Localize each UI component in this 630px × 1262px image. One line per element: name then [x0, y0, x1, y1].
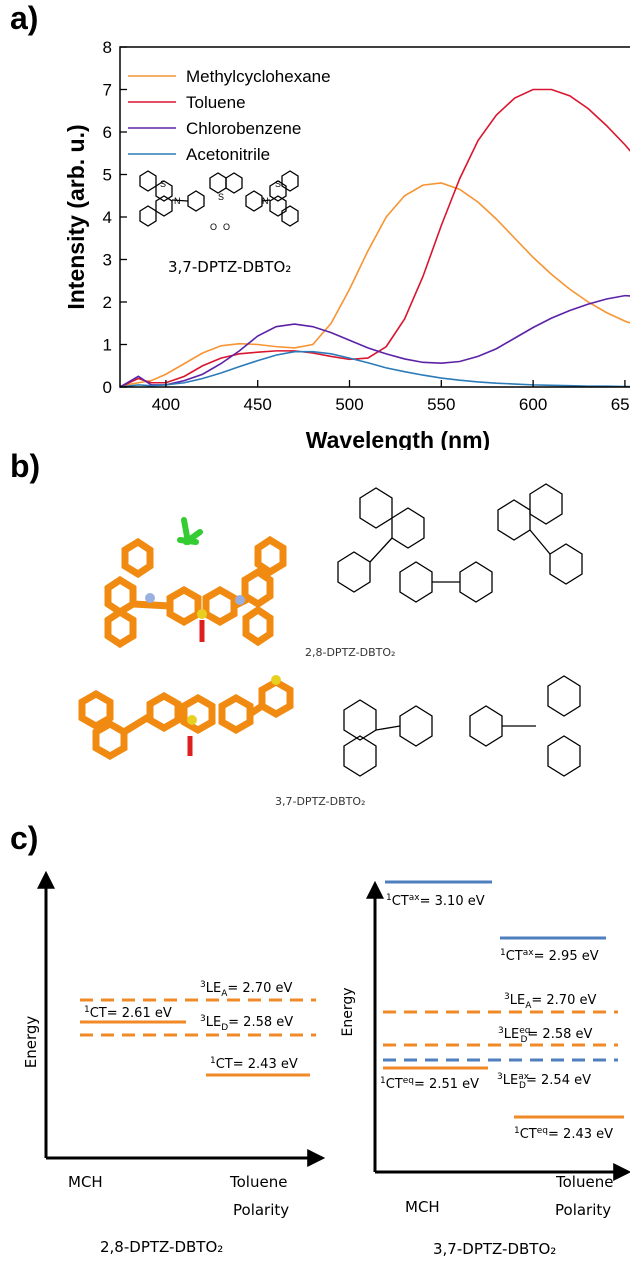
- x-tick-label: 500: [335, 395, 363, 414]
- energy-level-diagrams: Energy 3LEA= 2.70 eV 1CT= 2.61 eV 3LED= …: [22, 870, 630, 1258]
- right-1ctax-mch-text: 1CTax= 3.10 eV: [386, 893, 485, 909]
- right-mch-label: MCH: [405, 1198, 440, 1216]
- legend-label: Acetonitrile: [186, 145, 270, 164]
- left-polarity-label: Polarity: [233, 1201, 289, 1219]
- inset-n-atom: N: [174, 196, 181, 206]
- left-energy-label: Energy: [22, 1016, 40, 1069]
- left-toluene-label: Toluene: [229, 1173, 287, 1191]
- left-3lea-text: 3LEA= 2.70 eV: [200, 980, 292, 999]
- x-tick-label: 550: [427, 395, 455, 414]
- left-mch-label: MCH: [68, 1173, 103, 1191]
- series-line-methylcyclohexane: [119, 182, 630, 387]
- x-tick-label: 450: [244, 395, 272, 414]
- legend-label: Chlorobenzene: [186, 119, 301, 138]
- dptz-37-3d-model: [78, 677, 294, 761]
- right-1ctax-tol-text: 1CTax= 2.95 eV: [500, 948, 599, 964]
- left-1ct-tol-text: 1CT= 2.43 eV: [210, 1056, 298, 1072]
- molecular-structures: 2,8-DPTZ-DBTO₂ 3,7-DPTZ-DBTO₂: [78, 483, 583, 808]
- panel-c-label: c): [10, 820, 39, 856]
- caption-37: 3,7-DPTZ-DBTO₂: [275, 795, 365, 808]
- right-1cteq-tol-text: 1CTeq= 2.43 eV: [514, 1126, 613, 1142]
- legend-label: Toluene: [186, 93, 246, 112]
- plot-lines: [119, 88, 630, 388]
- right-caption: 3,7-DPTZ-DBTO₂: [433, 1240, 556, 1258]
- x-tick-label: 400: [152, 395, 180, 414]
- y-tick-label: 6: [103, 123, 112, 142]
- legend: Methylcyclohexane Toluene Chlorobenzene Ace…: [128, 67, 331, 164]
- right-3lea-text: 3LEA= 2.70 eV: [504, 992, 596, 1011]
- series-line-acetonitrile: [119, 350, 630, 388]
- series-line-toluene: [119, 88, 630, 388]
- dptz-dbto2-structure-inset: [139, 170, 299, 227]
- green-solvent-fragment: [177, 517, 203, 545]
- left-3led-text: 3LED= 2.58 eV: [200, 1014, 293, 1033]
- y-tick-label: 1: [103, 336, 112, 355]
- dptz-37-line-structure: [343, 675, 581, 777]
- inset-sulfone-s: S: [218, 192, 224, 202]
- y-axis-title: Intensity (arb. u.): [63, 124, 89, 309]
- inset-s-atom: S: [160, 179, 166, 189]
- inset-s-atom-2: S: [275, 179, 281, 189]
- y-tick-label: 5: [103, 166, 112, 185]
- x-tick-label: 600: [519, 395, 547, 414]
- inset-sulfone-o1: O: [210, 222, 217, 232]
- inset-sulfone-o2: O: [223, 222, 230, 232]
- emission-spectra-chart: 400 450 500 550 600 650 0 1 2 3 4 5 6 7 8 Intensity (a…: [63, 38, 630, 450]
- y-tick-label: 8: [103, 38, 112, 57]
- left-1ct-mch-text: 1CT= 2.61 eV: [84, 1005, 172, 1021]
- panel-b-label: b): [10, 448, 41, 484]
- y-tick-label: 4: [103, 208, 112, 227]
- y-tick-label: 3: [103, 251, 112, 270]
- left-caption: 2,8-DPTZ-DBTO₂: [100, 1238, 223, 1256]
- axis-ticks: 400 450 500 550 600 650 0 1 2 3 4 5 6 7 8: [103, 38, 630, 414]
- dptz-28-3d-model: [104, 535, 287, 649]
- right-3leaxd-text: 3LEax D= 2.54 eV: [497, 1072, 591, 1091]
- panel-a-label: a): [10, 0, 39, 36]
- x-axis-title: Wavelength (nm): [306, 427, 490, 450]
- inset-molecule-label: 3,7-DPTZ-DBTO₂: [168, 258, 291, 276]
- right-3leeqd-text: 3LEeq D= 2.58 eV: [498, 1026, 592, 1045]
- y-tick-label: 0: [103, 378, 112, 397]
- y-tick-label: 7: [103, 81, 112, 100]
- y-tick-label: 2: [103, 293, 112, 312]
- dptz-28-line-structure: [337, 483, 583, 603]
- caption-28: 2,8-DPTZ-DBTO₂: [305, 646, 395, 659]
- right-toluene-label: Toluene: [555, 1173, 613, 1191]
- x-tick-label: 650: [611, 395, 630, 414]
- inset-n-atom-2: N: [262, 196, 269, 206]
- right-polarity-label: Polarity: [555, 1201, 611, 1219]
- legend-label: Methylcyclohexane: [186, 67, 331, 86]
- series-line-chlorobenzene: [119, 294, 630, 388]
- right-energy-label: Energy: [340, 987, 356, 1036]
- right-1cteq-mch-text: 1CTeq= 2.51 eV: [380, 1076, 479, 1092]
